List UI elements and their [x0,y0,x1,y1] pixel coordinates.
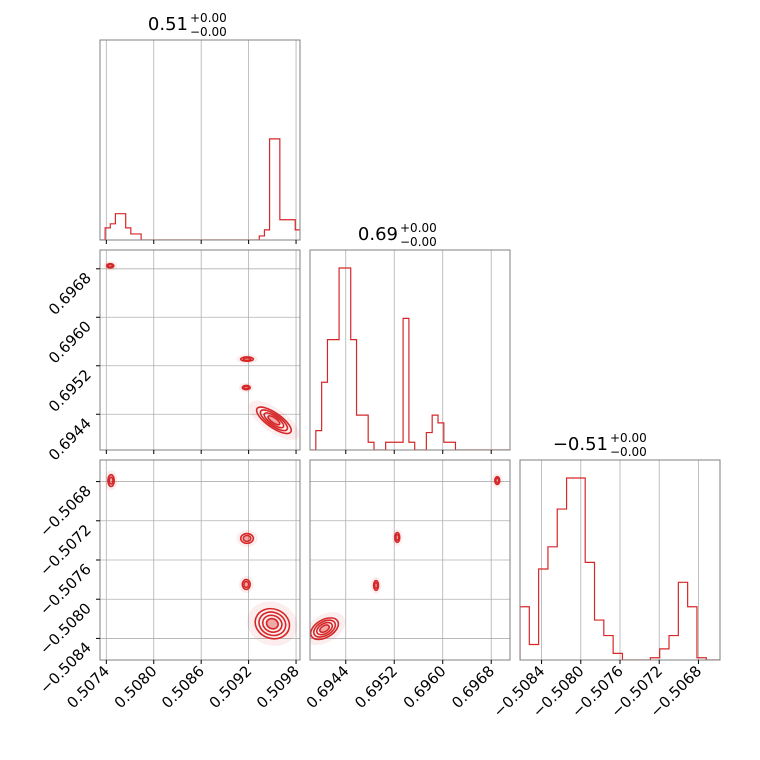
axes-frame [99,249,301,451]
tick-marks [345,660,492,664]
contour-level-2-0 [394,531,401,544]
contour-level-3-0 [254,607,291,640]
contour-level-0-1 [108,476,114,485]
contour-level-3-2 [261,614,283,633]
contour-level-1-1 [373,581,379,590]
contour-level-0-0 [107,473,116,488]
panel-hist-param-3 [519,459,721,664]
tick-marks [541,660,699,664]
contour-halo-1 [370,576,382,595]
panels [96,39,721,664]
title-value-hist-param-1: 0.51 [148,14,188,35]
contour-level-3-3 [265,617,279,630]
x-tick-label-col2-0: 0.6944 [303,662,353,712]
contour-level-0-3 [319,624,331,634]
panel-p2-vs-p1 [96,249,301,454]
contour-halo-0 [104,470,118,491]
contour-halo-2 [392,528,403,547]
histogram-bars [520,477,720,660]
contour-level-2-1 [243,385,250,390]
histogram-step [310,267,510,450]
axes-frame [309,459,511,661]
contour-halo-3 [492,473,503,488]
contour-level-2-0 [241,578,251,591]
title-minus-hist-param-3: −0.00 [610,445,647,459]
contour-halo-2 [238,575,254,594]
tick-marks [345,450,492,454]
panel-hist-param-1 [99,39,301,244]
grid [100,460,300,660]
title-minus-hist-param-2: −0.00 [400,235,437,249]
contour-halo-0 [103,260,118,271]
x-tick-label-col2-1: 0.6952 [351,662,401,712]
contour-level-3-1 [259,409,289,432]
contour-level-2-1 [243,580,250,589]
tick-marks [96,268,297,454]
contour-halo-0 [310,612,346,646]
grid [105,40,297,240]
contour-level-1-1 [242,357,252,362]
contour-level-3-1 [495,477,500,484]
contours [103,260,300,440]
contour-level-1-1 [242,534,252,543]
contours [310,473,503,646]
grid [345,250,492,450]
y-tick-label-row2-0: 0.6944 [45,414,95,464]
contour-level-3-0 [255,406,293,435]
x-tick-label-col2-2: 0.6960 [400,662,450,712]
x-tick-label-col1-3: 0.5092 [206,662,256,712]
panel-p3-vs-p1 [96,459,301,664]
contour-level-0-1 [312,619,337,638]
y-tick-label-row2-1: 0.6952 [45,366,95,416]
tick-marks [96,481,297,664]
title-value-hist-param-3: −0.51 [553,434,608,455]
y-tick-label-row2-2: 0.6960 [45,317,95,367]
histogram-step [100,138,300,240]
contour-halo-1 [236,529,258,548]
axes-frame [309,249,511,451]
contour-level-0-2 [315,621,334,636]
grid [100,250,300,450]
contour-level-0-0 [310,617,340,641]
histogram-bars [310,267,510,450]
contour-level-1-0 [372,579,380,592]
contour-level-3-2 [263,412,285,429]
title-plus-hist-param-2: +0.00 [400,221,437,235]
contour-level-3-1 [258,611,287,637]
title-plus-hist-param-3: +0.00 [610,431,647,445]
axes-frame [99,39,301,241]
x-tick-label-col1-1: 0.5080 [111,662,161,712]
y-tick-label-row2-3: 0.6968 [45,269,95,319]
title-minus-hist-param-1: −0.00 [190,25,227,39]
contour-level-1-0 [239,356,255,363]
contours [104,470,298,647]
x-tick-label-col1-2: 0.5086 [158,662,208,712]
histogram-step [520,477,720,660]
contour-halo-2 [238,382,254,393]
titles: 0.51 +0.00−0.000.69 +0.00−0.00−0.51 +0.00−0… [148,11,647,459]
contour-level-0-0 [105,262,115,269]
contour-level-0-1 [107,263,114,268]
grid [310,460,510,660]
panel-hist-param-2 [309,249,511,454]
x-tick-label-col1-4: 0.5098 [253,662,303,712]
panel-p3-vs-p2 [309,459,511,664]
grid [541,460,699,660]
contour-level-2-0 [241,384,251,391]
x-tick-label-col2-3: 0.6968 [448,662,498,712]
contour-level-1-0 [239,532,255,545]
tick-marks [105,240,297,244]
title-plus-hist-param-1: +0.00 [190,11,227,25]
title-value-hist-param-2: 0.69 [358,224,398,245]
contour-level-2-1 [395,533,400,542]
contour-level-3-3 [267,415,281,426]
contour-level-3-0 [494,475,501,486]
histogram-bars [100,138,300,240]
contour-halo-1 [236,354,258,364]
